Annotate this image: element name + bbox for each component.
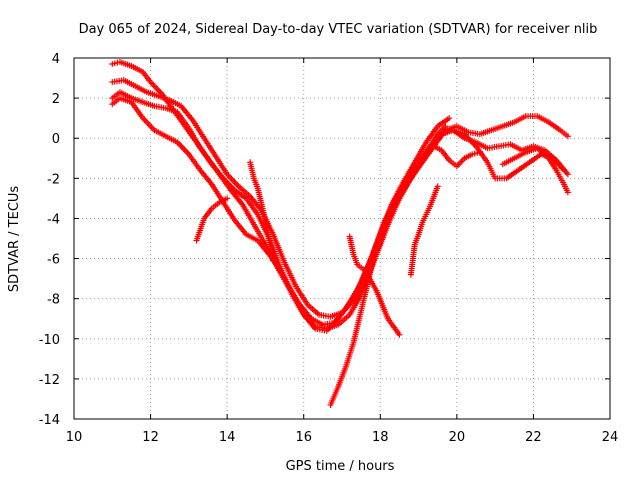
data-point	[270, 257, 277, 264]
data-point	[442, 123, 449, 130]
x-tick-label: 16	[295, 430, 312, 445]
data-point	[434, 183, 441, 190]
y-tick-label: -14	[39, 413, 60, 428]
y-tick-label: 0	[52, 132, 60, 147]
y-axis-title: SDTVAR / TECUs	[7, 186, 22, 293]
data-point	[476, 149, 483, 156]
grid	[74, 58, 610, 419]
data-point	[564, 189, 571, 196]
x-tick-label: 22	[525, 430, 542, 445]
series-arc-11	[499, 145, 571, 196]
data-marks	[109, 59, 571, 408]
x-tick-label: 12	[142, 430, 159, 445]
plot-frame	[73, 57, 611, 420]
y-tick-label: 4	[52, 52, 60, 67]
chart-title: Day 065 of 2024, Sidereal Day-to-day VTE…	[79, 22, 598, 37]
data-point	[224, 195, 231, 202]
y-tick-label: -12	[39, 373, 60, 388]
series-arc-5	[327, 123, 449, 408]
data-point	[446, 115, 453, 122]
data-point	[564, 133, 571, 140]
x-tick-label: 18	[372, 430, 389, 445]
x-axis-title: GPS time / hours	[286, 459, 395, 474]
series-arc-9	[407, 183, 441, 278]
y-tick-label: -8	[47, 293, 60, 308]
series-arc-8	[346, 233, 403, 338]
x-tick-label: 14	[219, 430, 236, 445]
y-tick-label: -6	[47, 253, 60, 268]
y-tick-label: -10	[39, 333, 60, 348]
y-tick-label: -2	[47, 172, 60, 187]
y-tick-label: -4	[47, 212, 60, 227]
series-arc-2	[109, 95, 568, 334]
series-arc-7	[247, 159, 277, 264]
series-arc-10	[430, 143, 483, 170]
x-tick-label: 10	[66, 430, 83, 445]
x-tick-label: 20	[449, 430, 466, 445]
series-arc-6	[193, 195, 231, 244]
series-arc-4	[109, 89, 571, 332]
data-point	[396, 331, 403, 338]
y-tick-label: 2	[52, 92, 60, 107]
data-point	[564, 171, 571, 178]
x-tick-label: 24	[602, 430, 619, 445]
